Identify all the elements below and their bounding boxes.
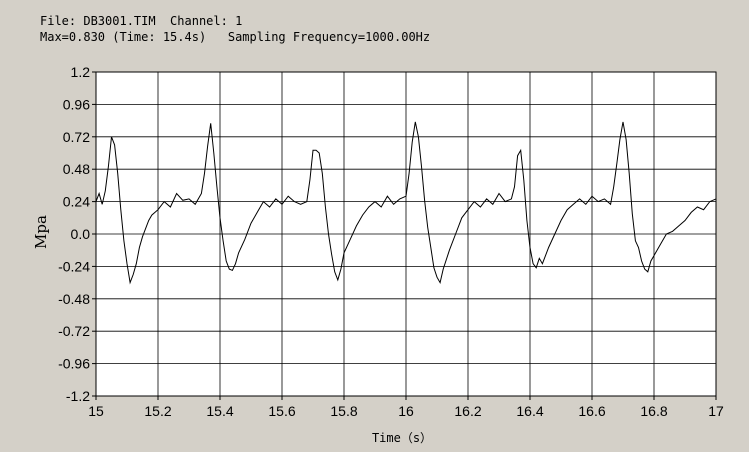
y-tick-label: 0.24 (63, 194, 90, 210)
y-tick-label: 0.48 (63, 161, 90, 177)
plot-border (95, 71, 717, 397)
y-tick-label: 0.72 (63, 129, 90, 145)
pressure-trace (95, 121, 717, 285)
x-axis-label: Time（s） (372, 431, 432, 445)
y-tick-label: 1.2 (71, 64, 91, 80)
y-tick-label: -0.96 (58, 356, 90, 372)
y-tick-label: -0.24 (58, 258, 90, 274)
x-tick-label: 15 (88, 403, 104, 419)
x-tick-label: 16.4 (516, 403, 543, 419)
x-tick-label: 15.8 (330, 403, 357, 419)
x-tick-label: 16.2 (454, 403, 481, 419)
y-axis-ticks: 1.2 0.96 0.72 0.48 0.24 0.0 -0.24 -0.48 -0.72 -0.… (58, 64, 96, 404)
x-axis-ticks: 15 15.2 15.4 15.6 15.8 16 16.2 16.4 16.6 16.8 17 (88, 396, 724, 419)
x-tick-label: 16.8 (640, 403, 667, 419)
y-tick-label: -1.2 (66, 388, 90, 404)
x-tick-label: 15.2 (144, 403, 171, 419)
y-tick-label: 0.0 (71, 226, 91, 242)
file-info-line: File: DB3001.TIM Channel: 1 (40, 14, 243, 28)
x-tick-label: 17 (708, 403, 724, 419)
x-tick-label: 15.4 (206, 403, 233, 419)
y-axis-label: Mpa (32, 215, 50, 249)
y-tick-label: -0.48 (58, 291, 90, 307)
y-tick-label: -0.72 (58, 323, 90, 339)
x-tick-label: 15.6 (268, 403, 295, 419)
max-frequency-line: Max=0.830 (Time: 15.4s) Sampling Frequen… (40, 30, 431, 44)
x-tick-label: 16 (398, 403, 414, 419)
y-tick-label: 0.96 (63, 96, 90, 112)
x-tick-label: 16.6 (578, 403, 605, 419)
